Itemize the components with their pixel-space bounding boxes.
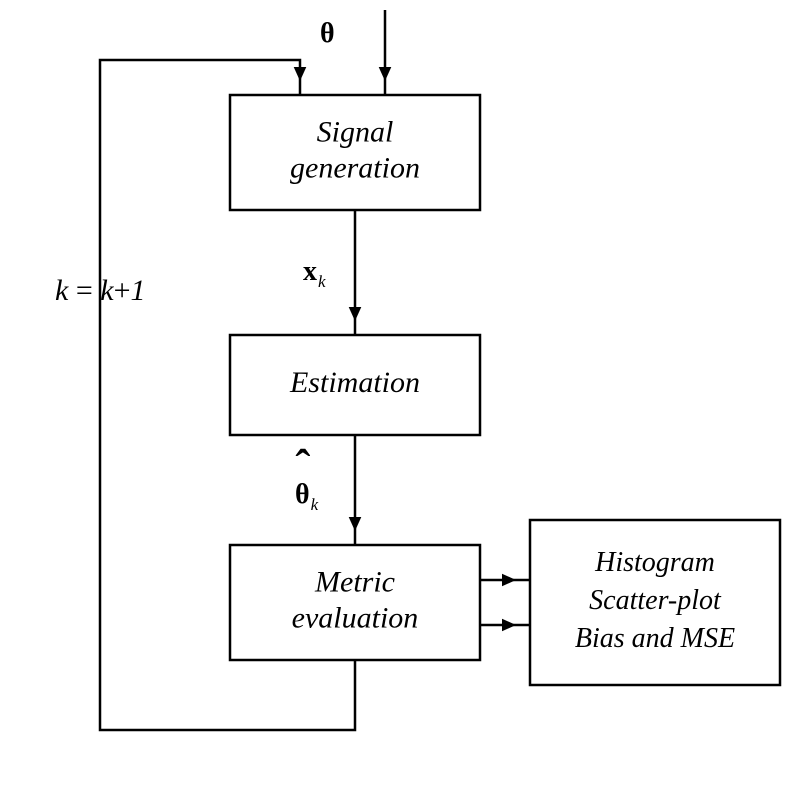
node-signal: Signalgeneration	[230, 95, 480, 210]
label-theta_hat_k-hat: ˆ	[295, 441, 310, 491]
node-metric-line-1: evaluation	[292, 601, 419, 634]
node-output-line-1: Scatter-plot	[589, 585, 722, 616]
labels-layer: θ xk θkˆ k = k+1	[55, 18, 335, 514]
label-theta_hat_k: θkˆ	[295, 441, 319, 514]
node-output: Histogram Scatter-plot Bias and MSE	[530, 520, 780, 685]
label-theta: θ	[320, 18, 335, 49]
node-signal-line-0: Signal	[317, 115, 394, 148]
node-output-line-2: Bias and MSE	[575, 623, 735, 654]
label-k_inc: k = k+1	[55, 274, 146, 307]
node-estimation-line-0: Estimation	[289, 366, 420, 399]
flowchart-diagram: Signalgeneration Estimation Metricevaluati…	[0, 0, 800, 792]
node-signal-line-1: generation	[290, 151, 420, 184]
node-metric-line-0: Metric	[314, 565, 395, 598]
node-estimation: Estimation	[230, 335, 480, 435]
label-xk: xk	[303, 256, 326, 291]
nodes-layer: Signalgeneration Estimation Metricevaluati…	[230, 95, 780, 685]
label-xk-text: xk	[303, 256, 326, 291]
node-output-line-0: Histogram	[594, 547, 715, 578]
node-metric: Metricevaluation	[230, 545, 480, 660]
label-k_inc-text: k = k+1	[55, 274, 146, 307]
label-theta-text: θ	[320, 18, 335, 49]
